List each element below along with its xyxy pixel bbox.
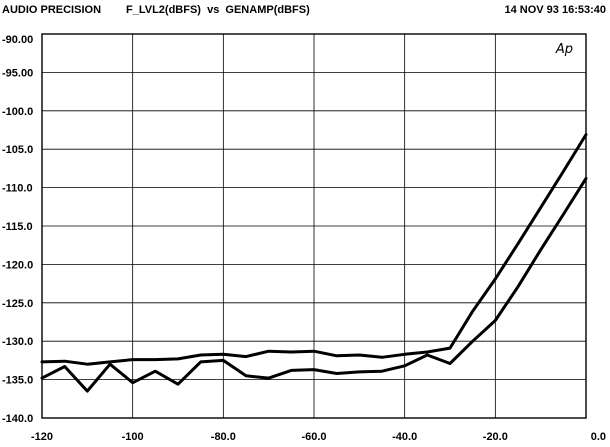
- y-tick-label: -90.00: [2, 34, 33, 46]
- x-tick-label: -60.0: [301, 431, 326, 443]
- y-tick-label: -135.0: [2, 375, 33, 387]
- x-tick-label: -100: [122, 431, 144, 443]
- y-tick-label: -125.0: [2, 298, 33, 310]
- ap-logo: Ap: [555, 42, 573, 57]
- y-tick-label: -95.00: [2, 67, 33, 79]
- x-axis-ticks: -120 -100 -80.0 -60.0 -40.0 -20.0 0.0: [31, 431, 606, 443]
- y-tick-label: -105.0: [2, 144, 33, 156]
- y-tick-label: -120.0: [2, 259, 33, 271]
- plot-frame: [41, 33, 587, 419]
- x-tick-label: -120: [31, 431, 53, 443]
- x-tick-label: -40.0: [392, 431, 417, 443]
- timestamp: 14 NOV 93 16:53:40: [504, 4, 606, 16]
- series-group: [40, 133, 588, 393]
- series-line-1: [40, 133, 588, 366]
- header-brand: AUDIO PRECISION: [2, 4, 101, 16]
- y-tick-label: -140.0: [2, 413, 33, 425]
- x-tick-label: 0.0: [591, 431, 606, 443]
- series-line-2: [40, 176, 588, 393]
- y-axis-ticks: -90.00 -95.00 -100.0 -105.0 -110.0 -115.0 -120…: [2, 34, 33, 425]
- x-tick-label: -20.0: [483, 431, 508, 443]
- y-tick-label: -130.0: [2, 336, 33, 348]
- y-tick-label: -100.0: [2, 106, 33, 118]
- chart-title: F_LVL2(dBFS) vs GENAMP(dBFS): [126, 4, 310, 16]
- y-tick-label: -115.0: [2, 221, 33, 233]
- x-tick-label: -80.0: [211, 431, 236, 443]
- y-tick-label: -110.0: [2, 183, 33, 195]
